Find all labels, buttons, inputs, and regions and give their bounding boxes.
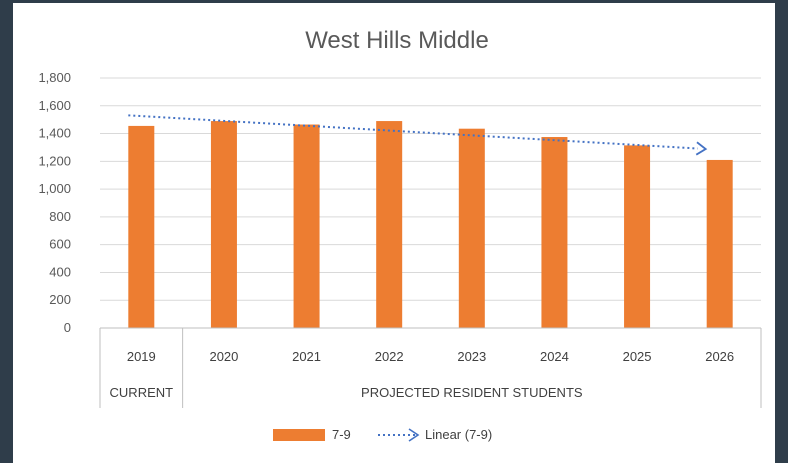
legend-swatch-7-9 bbox=[273, 429, 325, 441]
x-group-label: CURRENT bbox=[110, 385, 174, 400]
x-tick-label: 2021 bbox=[292, 349, 321, 364]
trendline-linear-7-9 bbox=[128, 114, 708, 156]
y-tick-label: 1,600 bbox=[38, 98, 71, 113]
y-tick-label: 1,400 bbox=[38, 126, 71, 141]
y-tick-label: 1,000 bbox=[38, 181, 71, 196]
y-tick-label: 1,200 bbox=[38, 153, 71, 168]
bar bbox=[128, 125, 155, 329]
y-tick-label: 200 bbox=[49, 292, 71, 307]
bar-series-7-9 bbox=[128, 121, 733, 329]
x-tick-label: 2023 bbox=[457, 349, 486, 364]
x-axis: 2019 2020 2021 2022 2023 2024 2025 2026 CURRENT P… bbox=[99, 327, 762, 408]
legend-label-linear: Linear (7-9) bbox=[425, 427, 492, 442]
x-tick-label: 2022 bbox=[375, 349, 404, 364]
trendline-arrowhead-icon bbox=[695, 141, 708, 156]
trendline bbox=[128, 114, 698, 150]
bar bbox=[458, 128, 485, 328]
chart-panel: West Hills Middle 0 200 400 600 800 1,000 1,20… bbox=[13, 3, 775, 463]
x-tick-label: 2025 bbox=[623, 349, 652, 364]
y-tick-label: 1,800 bbox=[38, 70, 71, 85]
y-axis-tick-labels: 0 200 400 600 800 1,000 1,200 1,400 1,600 1,800 bbox=[38, 70, 71, 335]
bar bbox=[706, 159, 733, 328]
bar bbox=[376, 121, 403, 328]
bar bbox=[210, 121, 237, 328]
y-tick-label: 800 bbox=[49, 209, 71, 224]
legend-arrowhead-icon bbox=[408, 428, 420, 442]
bar bbox=[624, 145, 651, 328]
y-tick-label: 0 bbox=[64, 320, 71, 335]
bar bbox=[293, 124, 320, 329]
x-tick-label: 2026 bbox=[705, 349, 734, 364]
x-group-label: PROJECTED RESIDENT STUDENTS bbox=[361, 385, 583, 400]
y-tick-label: 600 bbox=[49, 237, 71, 252]
x-tick-label: 2024 bbox=[540, 349, 569, 364]
x-tick-label: 2020 bbox=[209, 349, 238, 364]
y-tick-label: 400 bbox=[49, 264, 71, 279]
x-tick-label: 2019 bbox=[127, 349, 156, 364]
legend-label-7-9: 7-9 bbox=[332, 427, 351, 442]
bar bbox=[541, 137, 568, 328]
chart-svg: West Hills Middle 0 200 400 600 800 1,000 1,20… bbox=[38, 27, 762, 442]
chart-title: West Hills Middle bbox=[305, 27, 489, 54]
gridlines bbox=[100, 77, 761, 329]
legend: 7-9 Linear (7-9) bbox=[273, 427, 492, 442]
